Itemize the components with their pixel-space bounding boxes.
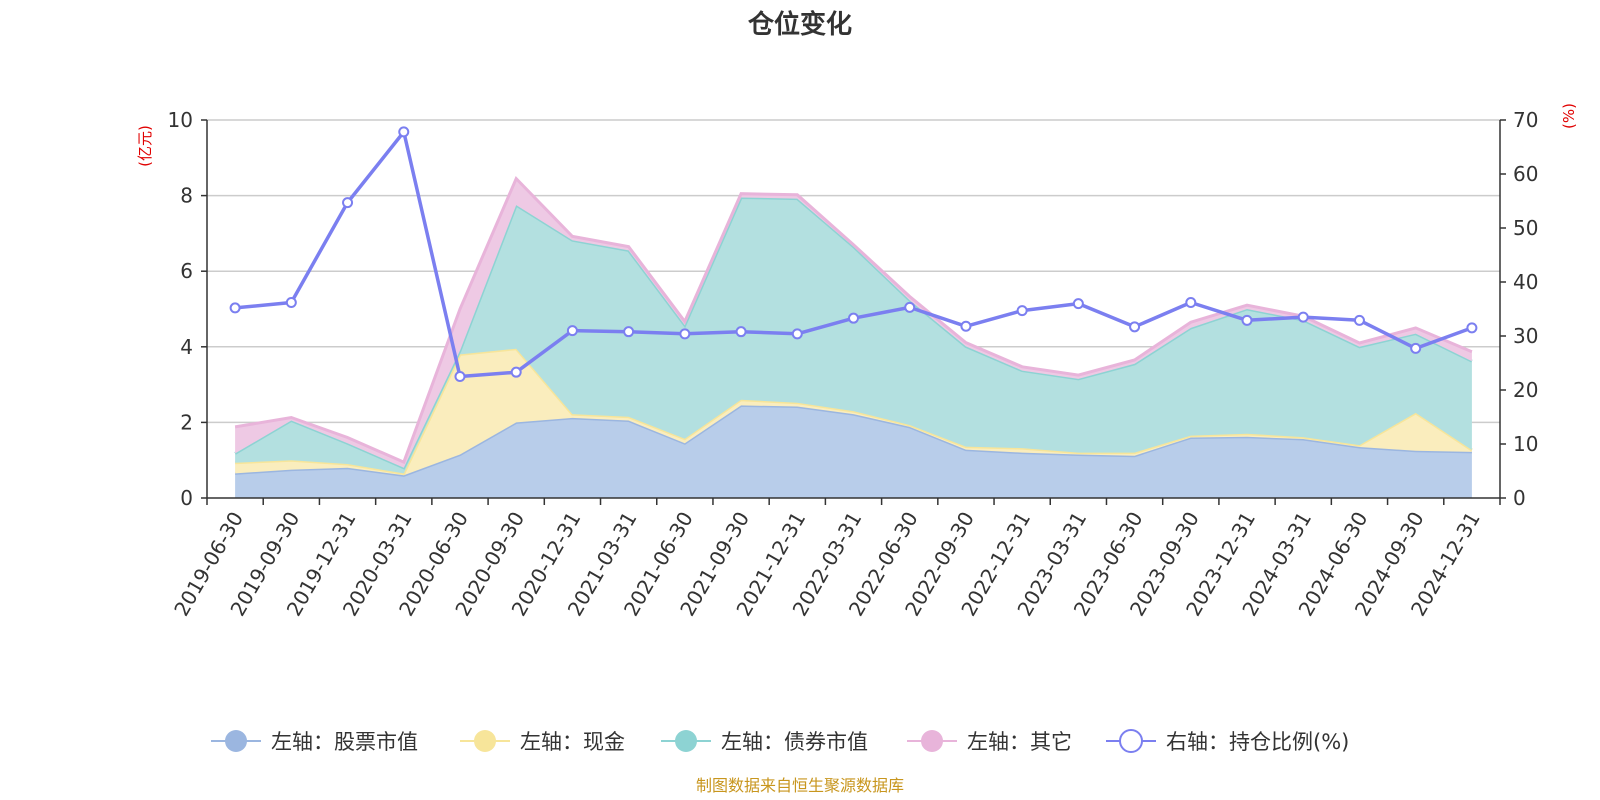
right-axis-unit: (%)	[1560, 103, 1578, 129]
legend-label: 左轴：其它	[967, 730, 1072, 754]
legend-label: 右轴：持仓比例(%)	[1166, 730, 1349, 754]
holding-ratio-point-2021-12-31[interactable]	[791, 328, 803, 340]
legend-item-4[interactable]: 右轴：持仓比例(%)	[1106, 729, 1349, 754]
holding-ratio-point-2023-12-31[interactable]	[1241, 314, 1253, 326]
holding-ratio-point-2022-03-31[interactable]	[848, 312, 859, 324]
area-fill-series-0	[235, 405, 1472, 498]
legend-marker	[474, 730, 496, 752]
holding-ratio-point-2020-03-31[interactable]	[398, 126, 410, 138]
legend-marker	[1119, 729, 1143, 753]
area-series	[234, 175, 1473, 498]
legend-label: 左轴：股票市值	[271, 730, 418, 754]
holding-ratio-point-2020-12-31[interactable]	[566, 325, 578, 337]
legend-label: 左轴：现金	[520, 730, 625, 754]
legend-item-3[interactable]: 左轴：其它	[907, 730, 1072, 754]
right-tick-label-50: 50	[1513, 216, 1538, 240]
area-fill-series-2	[235, 197, 1472, 474]
holding-ratio-point-2023-03-31[interactable]	[1072, 298, 1084, 310]
data-source-note: 制图数据来自恒生聚源数据库	[696, 776, 904, 795]
right-tick-label-0: 0	[1513, 486, 1526, 510]
holding-ratio-point-2024-03-31[interactable]	[1297, 311, 1309, 323]
legend-marker	[225, 730, 247, 752]
holding-ratio-point-2024-09-30[interactable]	[1410, 342, 1422, 354]
holding-ratio-point-2019-06-30[interactable]	[229, 302, 241, 314]
line-series	[229, 126, 1478, 382]
legend-marker	[675, 730, 697, 752]
right-tick-label-20: 20	[1513, 378, 1538, 402]
holding-ratio-point-2024-12-31[interactable]	[1466, 322, 1478, 334]
holding-ratio-point-2020-09-30[interactable]	[510, 366, 522, 378]
holding-ratio-point-2023-06-30[interactable]	[1129, 321, 1141, 333]
right-tick-label-30: 30	[1513, 324, 1538, 348]
holding-ratio-point-2021-09-30[interactable]	[735, 326, 747, 338]
legend-item-2[interactable]: 左轴：债券市值	[661, 730, 868, 754]
holding-ratio-point-2021-03-31[interactable]	[623, 326, 635, 338]
legend-item-1[interactable]: 左轴：现金	[460, 730, 625, 754]
legend-item-0[interactable]: 左轴：股票市值	[211, 730, 418, 754]
legend-marker	[921, 730, 943, 752]
holding-ratio-point-2022-09-30[interactable]	[960, 320, 972, 332]
holding-ratio-point-2019-09-30[interactable]	[285, 297, 297, 309]
right-tick-label-70: 70	[1513, 108, 1538, 132]
right-tick-label-10: 10	[1513, 432, 1538, 456]
right-tick-label-40: 40	[1513, 270, 1538, 294]
left-tick-label-10: 10	[168, 108, 193, 132]
holding-ratio-point-2024-06-30[interactable]	[1353, 314, 1365, 326]
right-tick-label-60: 60	[1513, 162, 1538, 186]
left-tick-label-8: 8	[180, 184, 193, 208]
holding-ratio-point-2022-12-31[interactable]	[1016, 305, 1028, 317]
left-tick-label-2: 2	[180, 410, 193, 434]
holding-ratio-point-2022-06-30[interactable]	[904, 301, 916, 313]
area-edge-series-3	[234, 175, 1473, 465]
holding-ratio-point-2021-06-30[interactable]	[679, 328, 691, 340]
holding-ratio-point-2019-12-31[interactable]	[342, 197, 354, 209]
chart-title: 仓位变化	[747, 9, 852, 40]
left-tick-label-4: 4	[180, 335, 193, 359]
left-axis-unit: (亿元)	[136, 125, 154, 167]
holding-ratio-point-2023-09-30[interactable]	[1185, 297, 1197, 309]
legend: 左轴：股票市值 左轴：现金 左轴：债券市值 左轴：其它 右轴：持仓比例(%)	[211, 729, 1349, 754]
left-tick-label-6: 6	[180, 259, 193, 283]
legend-label: 左轴：债券市值	[721, 730, 868, 754]
holding-ratio-point-2020-06-30[interactable]	[454, 371, 466, 382]
left-tick-label-0: 0	[180, 486, 193, 510]
